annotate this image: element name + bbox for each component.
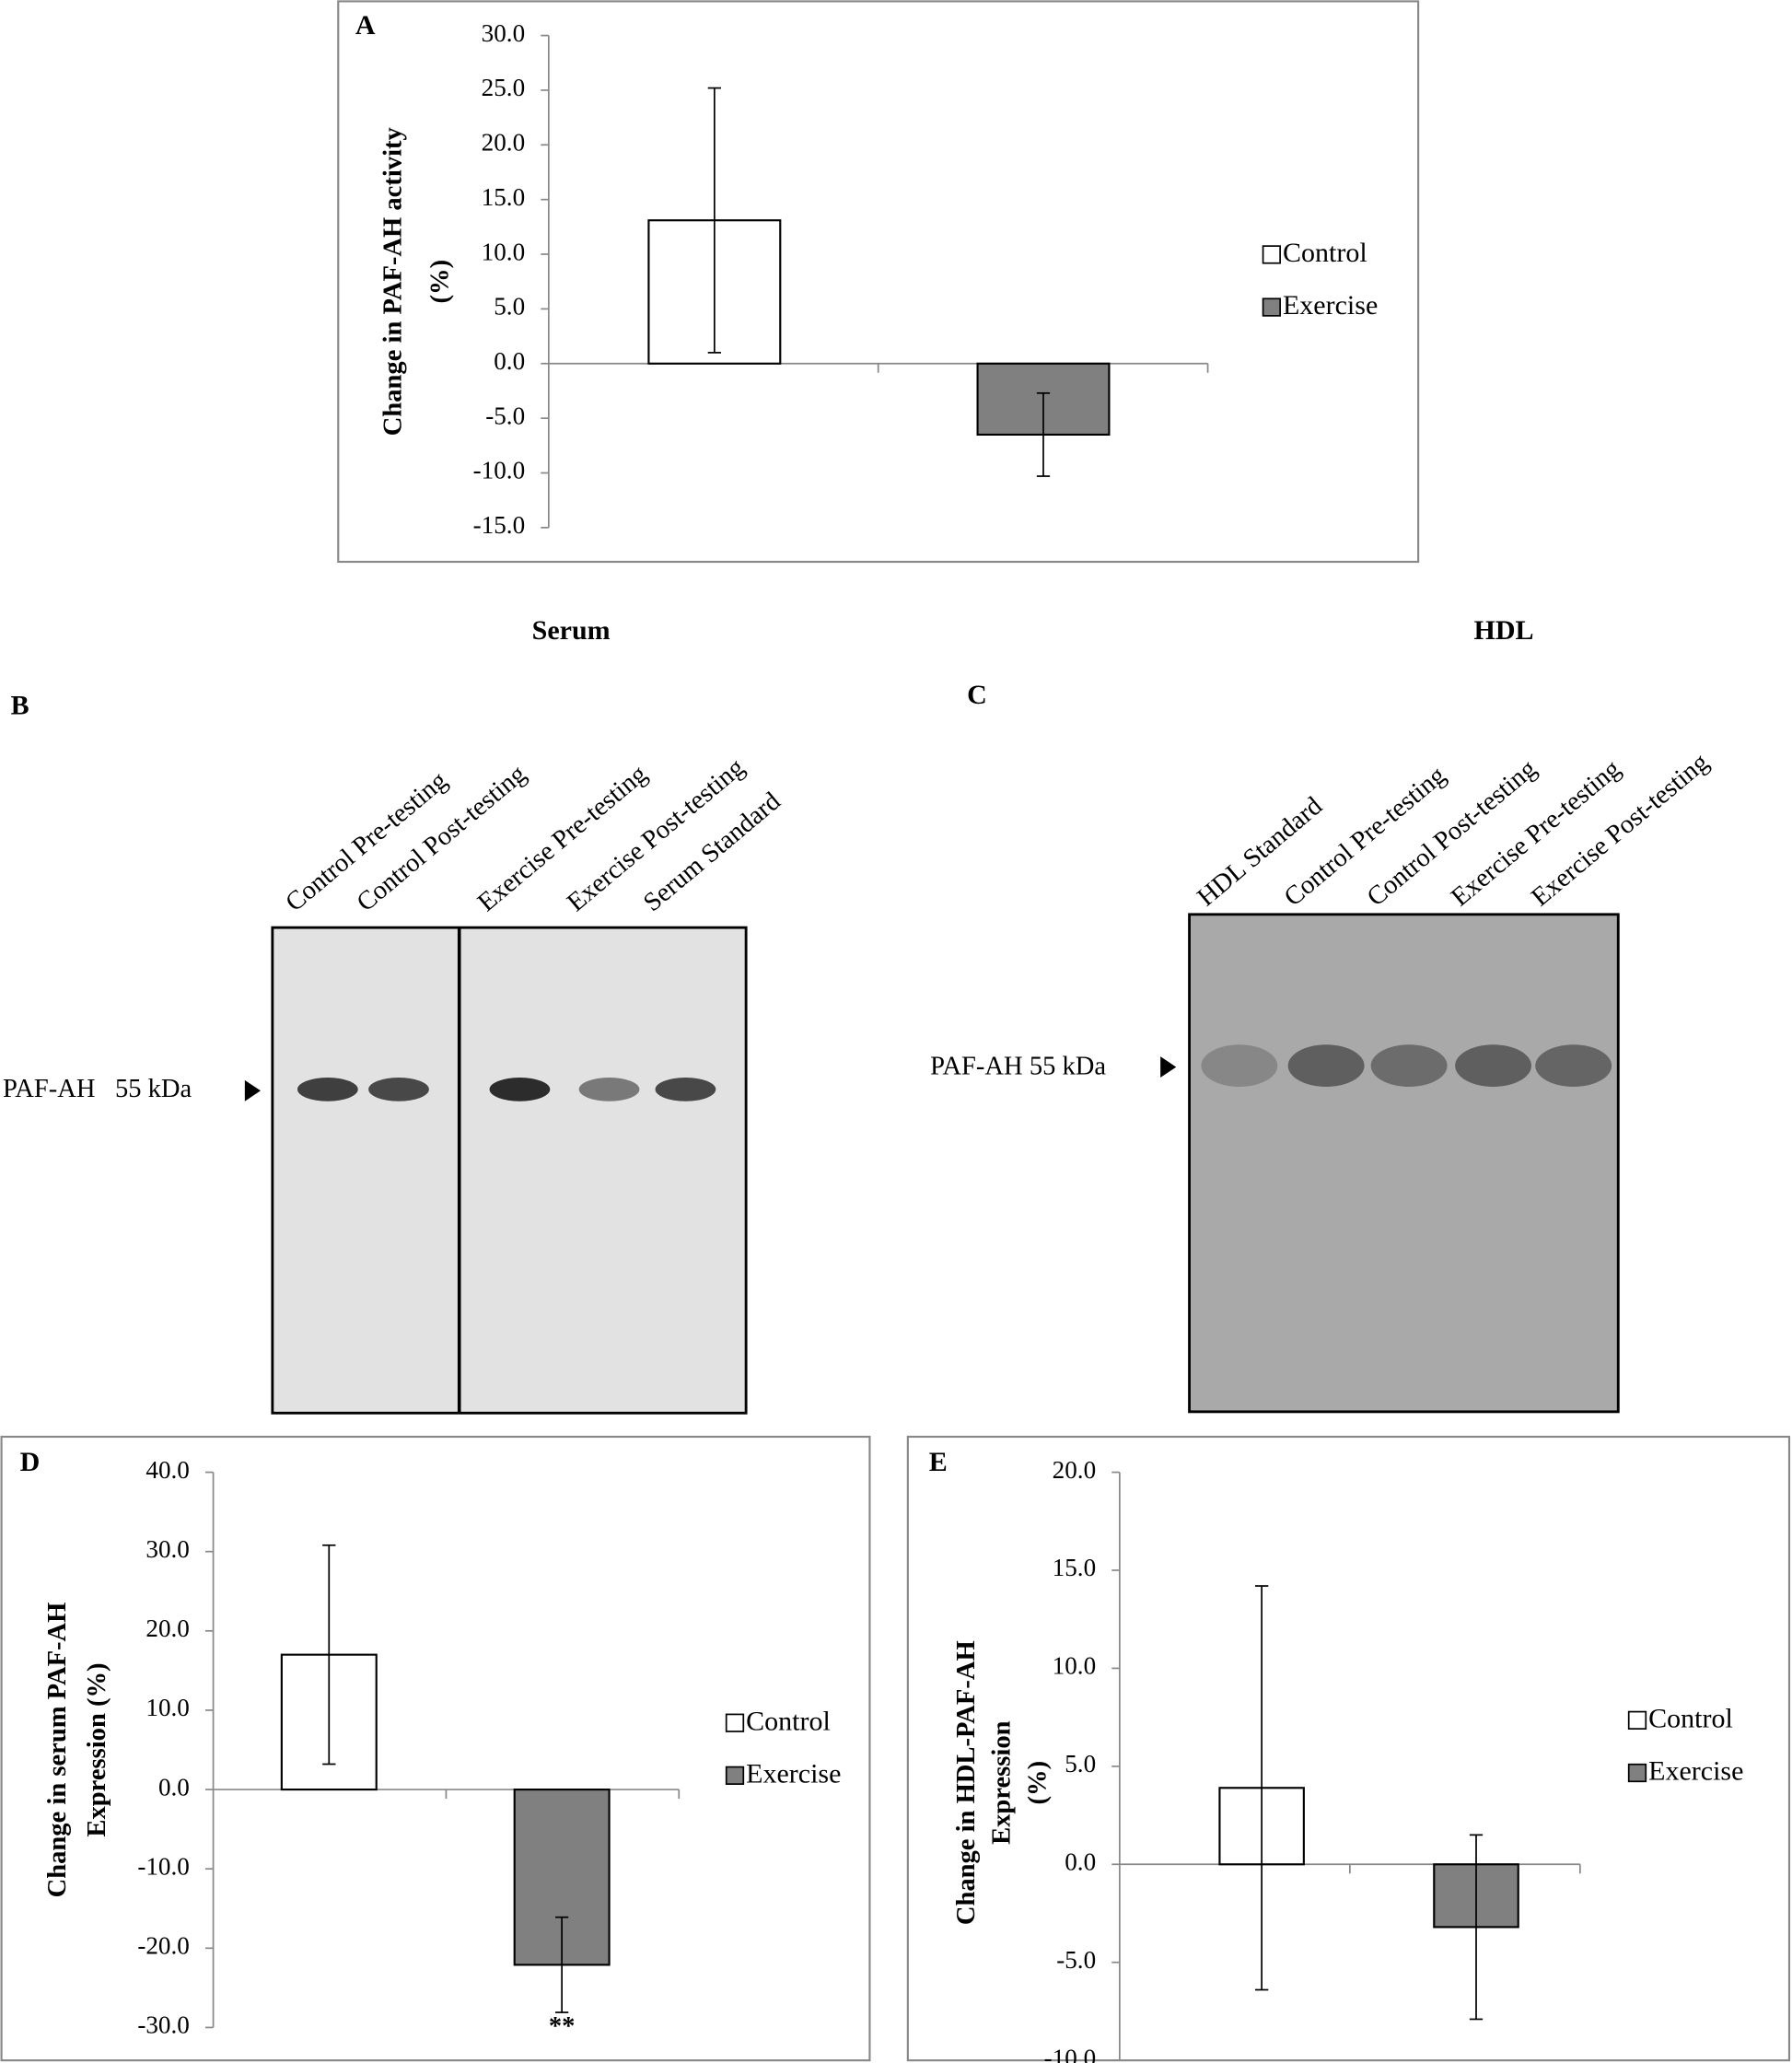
y-tick-label: -5.0 — [1056, 1946, 1096, 1974]
blot-band — [297, 1078, 358, 1101]
y-tick-label: -10.0 — [137, 1852, 190, 1880]
blot-band — [1535, 1044, 1612, 1087]
y-tick-label: 25.0 — [482, 74, 525, 101]
legend-swatch — [1627, 1763, 1647, 1783]
legend-label: Exercise — [1283, 290, 1378, 321]
y-tick-label: 0.0 — [494, 347, 525, 375]
blot-band — [489, 1078, 551, 1101]
y-tick-label: -10.0 — [473, 457, 526, 484]
y-tick-label: 10.0 — [1053, 1652, 1096, 1680]
y-tick-label: 15.0 — [482, 183, 525, 211]
panel-label: D — [20, 1447, 41, 1477]
panel-label: A — [355, 10, 376, 41]
y-tick-label: 5.0 — [1065, 1750, 1096, 1777]
panel-frame — [337, 0, 1420, 564]
y-tick-label: 0.0 — [1065, 1848, 1096, 1876]
y-axis-title-line: Expression — [988, 1720, 1017, 1845]
y-axis-title: Change in HDL-PAF-AH Expression (%) — [952, 1640, 1052, 1925]
y-tick-label: -15.0 — [473, 511, 526, 539]
y-tick-label: 10.0 — [145, 1694, 189, 1721]
blot-band — [578, 1078, 640, 1101]
annotation: ** — [549, 2012, 576, 2041]
panel-label: E — [929, 1447, 948, 1477]
y-axis-title-line: Change in PAF-AH activity — [378, 127, 407, 436]
panel-frame — [0, 1435, 871, 2062]
blot-title: Serum — [532, 615, 611, 646]
y-axis-title: Change in PAF-AH activity (%) — [378, 127, 454, 436]
blot-title: HDL — [1473, 615, 1533, 646]
y-tick-label: 40.0 — [145, 1456, 189, 1484]
y-axis-title-line: (%) — [1023, 1761, 1052, 1805]
blot-image — [271, 926, 748, 1415]
blot-band — [368, 1078, 429, 1101]
y-tick-label: -10.0 — [1044, 2044, 1097, 2063]
y-axis-title-line: (%) — [426, 260, 455, 304]
blot-band — [1287, 1044, 1365, 1087]
legend-label: Control — [1283, 238, 1367, 268]
legend-swatch — [725, 1713, 745, 1732]
legend-swatch — [1262, 245, 1281, 264]
y-tick-label: 30.0 — [482, 19, 525, 47]
legend-swatch — [1627, 1710, 1647, 1730]
legend-label: Exercise — [746, 1758, 841, 1789]
panel-label: C — [967, 680, 987, 710]
band-marker: PAF-AH 55 kDa — [930, 1053, 1106, 1081]
y-tick-label: -20.0 — [137, 1932, 190, 1960]
y-axis-title-line: Change in serum PAF-AH — [43, 1603, 72, 1898]
y-axis-title-line: Expression (%) — [83, 1662, 111, 1836]
y-tick-label: 20.0 — [145, 1614, 189, 1642]
legend-swatch — [1262, 297, 1281, 317]
y-axis-title: Change in serum PAF-AH Expression (%) — [43, 1603, 111, 1898]
blot-band — [655, 1078, 716, 1101]
blot-band — [1201, 1044, 1278, 1087]
legend-label: Exercise — [1648, 1756, 1743, 1787]
y-tick-label: 10.0 — [482, 238, 525, 265]
marker-arrow — [244, 1079, 261, 1101]
band-marker: PAF-AH 55 kDa — [3, 1075, 192, 1103]
y-tick-label: 20.0 — [482, 129, 525, 157]
y-tick-label: 15.0 — [1053, 1554, 1096, 1581]
y-axis-title-line: Change in HDL-PAF-AH — [952, 1640, 981, 1925]
legend-swatch — [725, 1766, 745, 1785]
legend-label: Control — [1648, 1703, 1733, 1733]
y-tick-label: -30.0 — [137, 2011, 190, 2039]
blot-band — [1455, 1044, 1531, 1087]
y-tick-label: 30.0 — [145, 1535, 189, 1563]
panel-frame — [906, 1435, 1791, 2062]
blot-band — [1370, 1044, 1448, 1087]
y-tick-label: 0.0 — [158, 1773, 190, 1801]
y-tick-label: 5.0 — [494, 293, 525, 321]
blot-image — [1188, 913, 1620, 1414]
legend-label: Control — [746, 1706, 831, 1736]
marker-arrow — [1160, 1056, 1177, 1078]
y-tick-label: -5.0 — [485, 402, 525, 429]
y-tick-label: 20.0 — [1053, 1456, 1096, 1484]
panel-label: B — [11, 690, 29, 720]
